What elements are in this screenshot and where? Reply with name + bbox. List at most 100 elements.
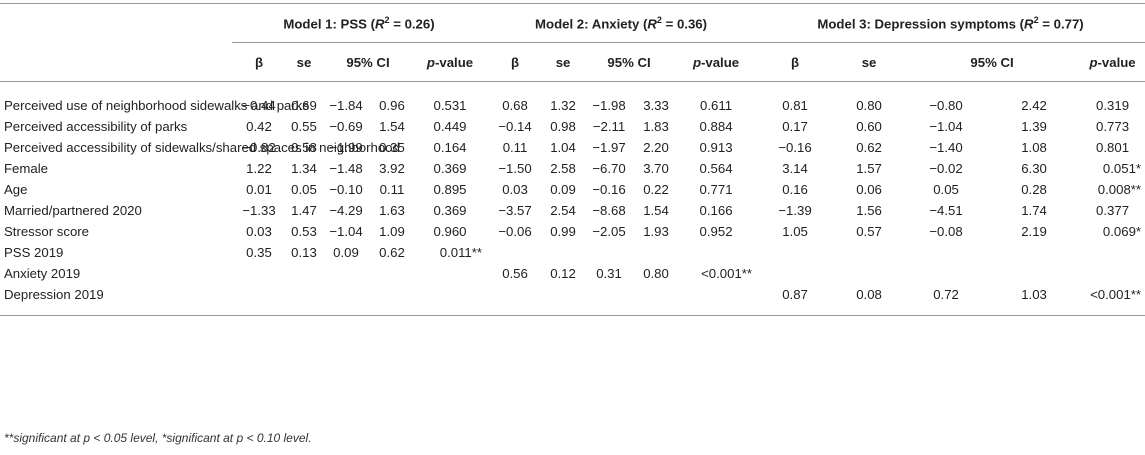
cell: 1.93 <box>643 224 669 239</box>
cell: 2.54 <box>550 203 576 218</box>
cell <box>904 263 988 284</box>
cell: 0.80 <box>643 266 669 281</box>
col-ci: 95% CI <box>970 54 1014 70</box>
cell: 0.531 <box>433 98 467 113</box>
cell <box>988 263 1080 284</box>
cell: 0.11 <box>502 140 528 155</box>
cell <box>486 242 544 263</box>
cell <box>988 242 1080 263</box>
cell: 0.564 <box>699 161 733 176</box>
cell: 1.54 <box>643 203 669 218</box>
cell: 0.06 <box>856 182 882 197</box>
r2-symbol: R <box>647 16 657 32</box>
col-ci: 95% CI <box>607 54 651 70</box>
cell: 1.22 <box>246 161 272 176</box>
cell: 0.449 <box>433 119 467 134</box>
col-pvalue: p-value <box>414 43 486 82</box>
r2-sup: 2 <box>1033 14 1039 25</box>
cell: 0.960 <box>433 224 467 239</box>
table-row: Depression 2019 0.87 0.08 0.72 1.03 <0.001** <box>0 284 1145 316</box>
cell: 0.56 <box>502 266 528 281</box>
cell: 0.22 <box>643 182 669 197</box>
cell: 0.164 <box>433 140 467 155</box>
cell: 0.96 <box>379 98 405 113</box>
cell: 0.98 <box>550 119 576 134</box>
table-row: PSS 2019 0.35 0.13 0.09 0.62 0.011** <box>0 242 1145 263</box>
cell: −0.08 <box>929 224 963 239</box>
cell: 0.011** <box>439 245 483 260</box>
header-blank <box>0 43 232 82</box>
cell <box>582 284 636 316</box>
r2-eq: = <box>389 16 405 32</box>
cell <box>370 263 414 284</box>
row-label: Perceived accessibility of parks <box>4 119 188 134</box>
cell: 1.83 <box>643 119 669 134</box>
cell: 0.03 <box>246 224 272 239</box>
cell: −0.14 <box>498 119 532 134</box>
cell: −1.04 <box>929 119 963 134</box>
cell: −3.57 <box>498 203 532 218</box>
col-se: se <box>555 54 571 70</box>
row-label: Married/partnered 2020 <box>4 203 142 218</box>
cell <box>322 263 370 284</box>
cell <box>834 263 904 284</box>
model-header-row: Model 1: PSS (R2 = 0.26) Model 2: Anxiet… <box>0 3 1145 43</box>
cell: 0.319 <box>1096 98 1130 113</box>
p-italic: p <box>1089 54 1098 70</box>
model-1-r2: 0.26 <box>404 16 431 32</box>
cell: 0.05 <box>291 182 317 197</box>
cell: 0.87 <box>782 287 808 302</box>
cell: −1.84 <box>329 98 363 113</box>
cell <box>544 242 582 263</box>
cell: 0.05 <box>933 182 959 197</box>
cell: −2.05 <box>592 224 626 239</box>
cell <box>370 284 414 316</box>
r2-sup: 2 <box>656 14 662 25</box>
table-body: Perceived use of neighborhood sidewalks … <box>0 82 1145 316</box>
cell: 0.17 <box>782 119 808 134</box>
cell: −1.39 <box>778 203 812 218</box>
row-label: Stressor score <box>4 224 90 239</box>
cell: 0.12 <box>550 266 576 281</box>
cell: 0.58 <box>291 140 317 155</box>
cell <box>756 242 834 263</box>
cell: 2.20 <box>643 140 669 155</box>
cell: 1.32 <box>550 98 576 113</box>
row-label: Age <box>4 182 28 197</box>
cell <box>414 284 486 316</box>
cell: −1.98 <box>592 98 626 113</box>
r2-symbol: R <box>374 16 385 32</box>
cell: 0.57 <box>856 224 882 239</box>
row-label: Perceived use of neighborhood sidewalks … <box>4 98 309 113</box>
model-3-label: Model 3: Depression symptoms ( <box>817 16 1025 32</box>
table-footnote: **significant at p < 0.05 level, *signif… <box>4 431 312 445</box>
table-row: Perceived use of neighborhood sidewalks … <box>0 82 1145 117</box>
cell <box>676 284 756 316</box>
cell: 0.69 <box>291 98 317 113</box>
cell: 0.68 <box>502 98 528 113</box>
model-2-header: Model 2: Anxiety (R2 = 0.36) <box>486 3 757 43</box>
cell: −0.44 <box>242 98 276 113</box>
col-pvalue: p-value <box>1080 43 1145 82</box>
model-2-label: Model 2: Anxiety ( <box>535 16 648 32</box>
cell: 0.09 <box>333 245 359 260</box>
cell: 2.19 <box>1021 224 1047 239</box>
cell <box>486 284 544 316</box>
cell: 0.53 <box>291 224 317 239</box>
r2-eq: = <box>661 16 677 32</box>
row-label: Depression 2019 <box>4 287 104 302</box>
cell: 1.74 <box>1021 203 1047 218</box>
cell: 0.008** <box>1097 182 1142 197</box>
cell: 1.54 <box>379 119 405 134</box>
cell: 0.62 <box>856 140 882 155</box>
col-pvalue: p-value <box>676 43 756 82</box>
cell: 1.57 <box>856 161 882 176</box>
cell: −0.80 <box>929 98 963 113</box>
r2-close: ) <box>1079 16 1084 32</box>
cell: 0.31 <box>596 266 622 281</box>
r2-close: ) <box>430 16 435 32</box>
cell: 0.35 <box>246 245 272 260</box>
cell: 0.11 <box>379 182 405 197</box>
cell <box>286 284 322 316</box>
